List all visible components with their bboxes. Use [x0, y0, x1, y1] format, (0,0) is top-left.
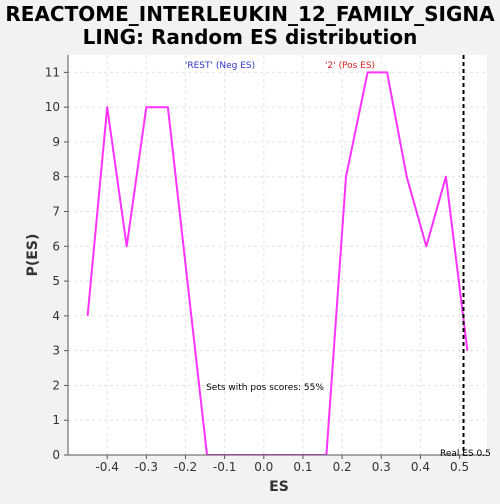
real-es-label: Real ES 0.5: [440, 449, 491, 459]
x-tick-label: 0.4: [411, 460, 430, 474]
y-tick-label: 7: [52, 205, 60, 219]
x-tick-label: -0.3: [135, 460, 158, 474]
y-tick-label: 9: [52, 135, 60, 149]
x-tick-label: -0.2: [174, 460, 197, 474]
pos-es-label: '2' (Pos ES): [325, 61, 375, 71]
y-tick-label: 4: [52, 309, 60, 323]
y-tick-label: 5: [52, 274, 60, 288]
y-tick-label: 11: [45, 65, 60, 79]
y-tick-label: 0: [52, 448, 60, 462]
x-tick-label: -0.4: [95, 460, 118, 474]
neg-es-label: 'REST' (Neg ES): [185, 61, 255, 71]
x-tick-label: 0.1: [293, 460, 312, 474]
x-tick-label: 0.3: [372, 460, 391, 474]
y-tick-label: 8: [52, 170, 60, 184]
x-tick-label: 0.5: [450, 460, 469, 474]
plot-area: [68, 55, 487, 455]
y-tick-label: 1: [52, 413, 60, 427]
pos-scores-annotation: Sets with pos scores: 55%: [206, 383, 324, 393]
chart-title-line-2: LING: Random ES distribution: [83, 25, 418, 49]
y-axis-label: P(ES): [25, 234, 41, 277]
y-tick-label: 2: [52, 378, 60, 392]
x-tick-label: -0.1: [213, 460, 236, 474]
x-tick-label: 0.0: [254, 460, 273, 474]
chart-title-line-1: REACTOME_INTERLEUKIN_12_FAMILY_SIGNA: [5, 2, 495, 26]
y-tick-label: 10: [45, 100, 60, 114]
x-tick-label: 0.2: [333, 460, 352, 474]
x-axis-label: ES: [269, 479, 289, 495]
y-tick-label: 3: [52, 344, 60, 358]
y-tick-label: 6: [52, 239, 60, 253]
